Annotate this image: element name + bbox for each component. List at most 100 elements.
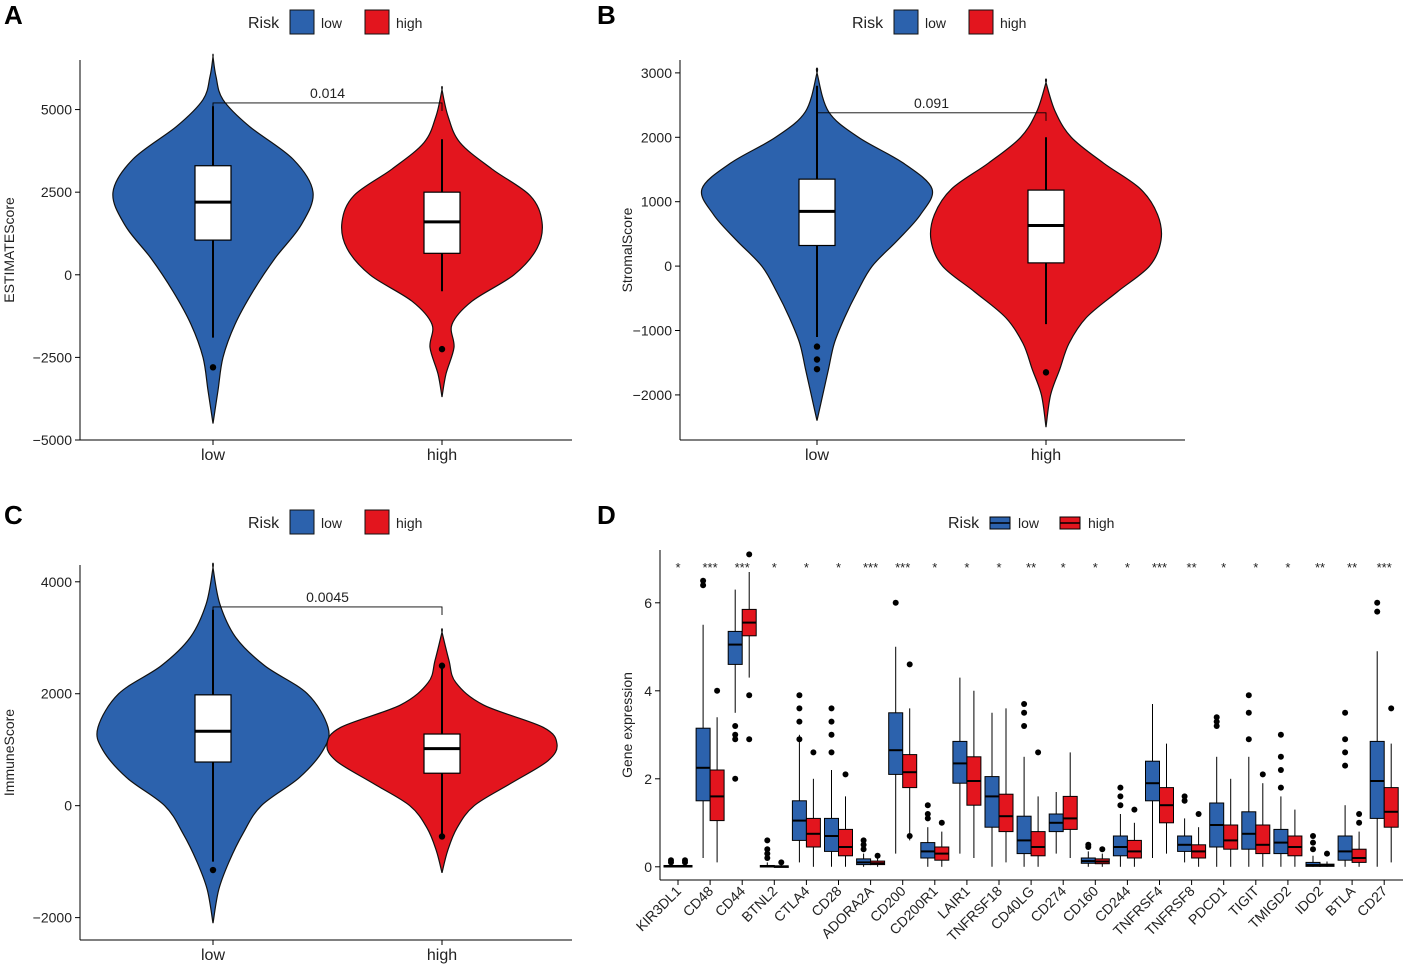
y-tick-label: 4 bbox=[644, 683, 652, 699]
significance-label: *** bbox=[1377, 560, 1392, 575]
box-low bbox=[952, 740, 968, 784]
legend: Risk low high bbox=[948, 515, 1114, 532]
outlier-low bbox=[1213, 723, 1220, 729]
legend: Risk low high bbox=[248, 9, 422, 35]
y-tick-label: 2000 bbox=[641, 129, 672, 145]
significance-label: * bbox=[1061, 560, 1066, 575]
box-high bbox=[1255, 824, 1271, 855]
outlier-high bbox=[1356, 819, 1363, 826]
outlier-low bbox=[813, 343, 821, 350]
outlier-low bbox=[1117, 802, 1124, 809]
x-tick-label: BTLA bbox=[1322, 882, 1359, 919]
outlier-low bbox=[924, 811, 931, 817]
outlier-low bbox=[1021, 701, 1028, 707]
outlier-high bbox=[746, 551, 753, 558]
box-low bbox=[1337, 835, 1353, 861]
box-high bbox=[1062, 795, 1078, 830]
box-low bbox=[824, 817, 839, 852]
outlier-low bbox=[1181, 793, 1188, 800]
significance-label: *** bbox=[1152, 560, 1167, 575]
outlier-low bbox=[1245, 692, 1252, 699]
box-low bbox=[888, 712, 904, 775]
outlier-low bbox=[1277, 767, 1284, 773]
outlier-low bbox=[764, 855, 771, 861]
outlier-low bbox=[764, 837, 771, 844]
x-tick-label: CD27 bbox=[1354, 883, 1391, 920]
significance-label: * bbox=[804, 560, 809, 575]
y-tick-label: 2000 bbox=[41, 686, 72, 702]
significance-label: * bbox=[1093, 560, 1098, 575]
box-low bbox=[1369, 740, 1385, 819]
outlier-low bbox=[209, 364, 217, 371]
outlier-low bbox=[1021, 709, 1028, 716]
pvalue-label: 0.0045 bbox=[306, 589, 349, 605]
box-high bbox=[998, 793, 1014, 833]
panel-letter: B bbox=[597, 0, 616, 30]
box-high bbox=[805, 817, 821, 848]
outlier-low bbox=[209, 866, 217, 874]
legend-label-low: low bbox=[321, 15, 343, 31]
outlier-low bbox=[1310, 833, 1316, 839]
outlier-low bbox=[1342, 709, 1349, 716]
x-tick-label: CTLA4 bbox=[770, 883, 812, 925]
pvalue-label: 0.091 bbox=[914, 95, 949, 111]
pvalue-bracket bbox=[212, 102, 443, 111]
x-tick-label-low: low bbox=[805, 447, 829, 464]
significance-label: *** bbox=[703, 560, 718, 575]
outlier-high bbox=[1035, 749, 1042, 756]
y-axis-title: StromalScore bbox=[619, 207, 635, 292]
outlier-low bbox=[732, 736, 739, 743]
outlier-low bbox=[828, 731, 835, 738]
y-tick-label: −2000 bbox=[633, 387, 673, 403]
outlier-high bbox=[438, 345, 446, 353]
legend-swatch-low bbox=[289, 9, 315, 35]
outlier-low bbox=[732, 723, 739, 729]
significance-label: * bbox=[932, 560, 937, 575]
pvalue-bracket bbox=[212, 606, 443, 615]
legend-title: Risk bbox=[248, 15, 280, 32]
outlier-low bbox=[1310, 839, 1316, 846]
box-low bbox=[1145, 760, 1160, 802]
legend-label-low: low bbox=[925, 15, 947, 31]
outlier-low bbox=[1342, 762, 1349, 769]
significance-label: * bbox=[1125, 560, 1130, 575]
legend-label-high: high bbox=[396, 515, 422, 531]
outlier-low bbox=[1277, 731, 1284, 738]
outlier-low bbox=[924, 802, 931, 809]
x-tick-label-low: low bbox=[201, 947, 225, 964]
outlier-high bbox=[438, 662, 446, 669]
outlier-low bbox=[860, 846, 867, 853]
y-tick-label: 0 bbox=[644, 859, 652, 875]
box-low bbox=[727, 630, 743, 665]
legend-title: Risk bbox=[948, 515, 980, 532]
box-high bbox=[838, 828, 853, 857]
panel-letter: D bbox=[597, 500, 616, 530]
box-high bbox=[1030, 831, 1046, 857]
legend-label-high: high bbox=[1088, 515, 1114, 531]
box-low bbox=[1241, 811, 1257, 850]
x-tick-label-high: high bbox=[427, 447, 457, 464]
outlier-low bbox=[668, 857, 674, 864]
legend-swatch-high bbox=[364, 509, 390, 535]
outlier-low bbox=[828, 705, 835, 712]
pvalue-label: 0.014 bbox=[310, 85, 345, 101]
outlier-low bbox=[1181, 797, 1188, 804]
outlier-low bbox=[1245, 709, 1252, 716]
box-high bbox=[1383, 787, 1399, 828]
outlier-high bbox=[438, 833, 446, 840]
outlier-low bbox=[1310, 846, 1316, 853]
y-tick-label: 0 bbox=[64, 798, 72, 814]
outlier-low bbox=[924, 815, 931, 822]
outlier-low bbox=[1374, 599, 1381, 606]
outlier-low bbox=[764, 846, 771, 853]
outlier-high bbox=[906, 833, 913, 839]
y-tick-label: −2500 bbox=[33, 349, 73, 365]
outlier-low bbox=[860, 841, 867, 848]
outlier-high bbox=[938, 819, 945, 826]
legend-label-high: high bbox=[1000, 15, 1026, 31]
outlier-low bbox=[700, 582, 707, 589]
pvalue-bracket bbox=[816, 112, 1047, 121]
legend-title: Risk bbox=[248, 515, 280, 532]
significance-label: ** bbox=[1187, 560, 1197, 575]
